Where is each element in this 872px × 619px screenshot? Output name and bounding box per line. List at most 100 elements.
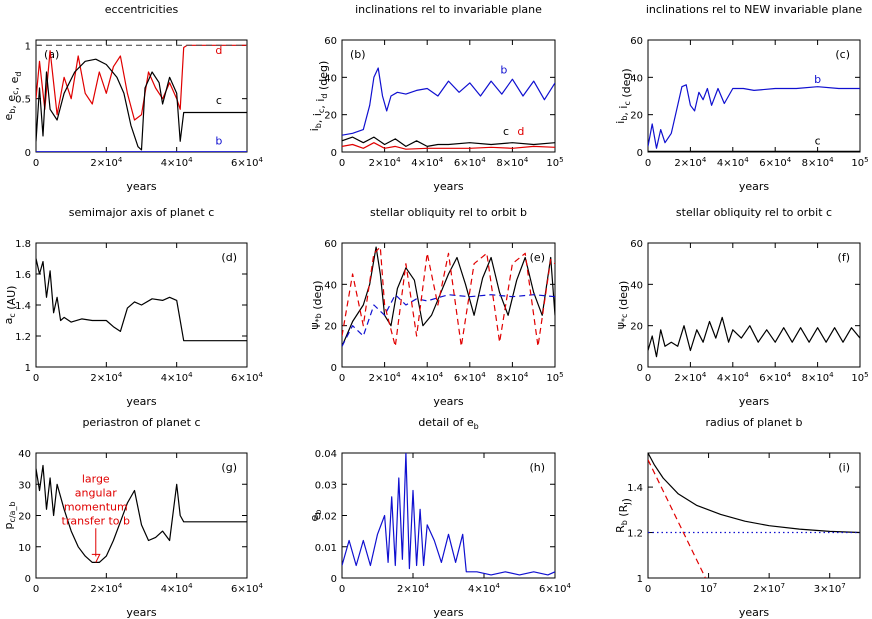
x-tick-label: 2×104	[369, 371, 401, 384]
x-tick-label: 2×104	[90, 156, 122, 169]
panel-title: stellar obliquity rel to orbit b	[370, 206, 527, 219]
panel-title: eccentricities	[105, 3, 179, 16]
y-tick-label: 0.02	[315, 512, 337, 523]
panel-d: 0 2×104 4×104 6×104 1 1.2 1.4 1.6 1.8 semimajor a…	[2, 206, 264, 408]
y-tick-label: 20	[630, 111, 643, 122]
x-tick-label: 8×104	[802, 156, 834, 169]
series-line-s1	[648, 459, 707, 578]
panel-frame	[647, 242, 861, 368]
series-line-c	[36, 58, 247, 151]
y-tick-label: 0.5	[15, 95, 31, 106]
x-axis-label: years	[126, 180, 157, 193]
series-group	[648, 453, 860, 578]
y-tick-label: 0	[25, 148, 31, 159]
y-tick-label: 20	[324, 322, 337, 333]
y-tick-label: 60	[324, 36, 337, 47]
series-line-b	[342, 67, 555, 136]
y-tick-label: 1.4	[627, 483, 643, 494]
x-tick-label: 2×104	[90, 371, 122, 384]
panel-title: semimajor axis of planet c	[69, 206, 215, 219]
series-group	[648, 84, 860, 152]
y-axis-label: eb, ec, ed	[2, 72, 23, 121]
series-group	[342, 453, 555, 576]
series-label: d	[215, 44, 222, 57]
panel-label: (c)	[835, 48, 850, 61]
x-tick-label: 107	[700, 582, 717, 595]
x-tick-label: 6×104	[539, 582, 571, 595]
series-line-s2	[342, 246, 555, 347]
y-tick-label: 1.4	[15, 301, 31, 312]
y-axis-label: ib, ic (deg)	[614, 68, 633, 123]
x-tick-label: 8×104	[496, 371, 528, 384]
x-tick-label: 2×104	[369, 156, 401, 169]
series-line-b	[648, 84, 860, 149]
x-tick-label: 2×104	[90, 582, 122, 595]
panel-label: (h)	[529, 461, 545, 474]
y-axis-label: ψ*b (deg)	[308, 280, 324, 329]
panel-frame	[341, 452, 556, 579]
series-line-s0	[648, 453, 860, 534]
series-line-s0	[36, 464, 247, 563]
panel-label: (e)	[530, 251, 545, 264]
y-tick-label: 0	[331, 363, 337, 374]
x-axis-label: years	[433, 606, 464, 619]
y-tick-label: 1.2	[15, 332, 31, 343]
x-tick-label: 0	[33, 158, 39, 169]
x-tick-label: 0	[339, 373, 345, 384]
y-tick-label: 1	[25, 41, 31, 52]
x-axis-label: years	[433, 180, 464, 193]
panel-label: (i)	[838, 461, 850, 474]
x-tick-label: 3×107	[814, 582, 846, 595]
panel-f: 0 2×104 4×104 6×104 8×104 105 0 20 40 60 stellar o…	[614, 206, 869, 408]
panel-frame	[341, 39, 556, 153]
series-line-d	[36, 44, 247, 121]
x-axis-label: years	[739, 395, 770, 408]
series-line-c	[342, 136, 555, 147]
y-tick-label: 40	[630, 280, 643, 291]
y-tick-label: 20	[630, 322, 643, 333]
series-group	[36, 44, 247, 152]
series-label: c	[815, 135, 821, 148]
y-tick-label: 10	[18, 543, 31, 554]
y-tick-label: 60	[324, 239, 337, 250]
x-tick-label: 6×104	[759, 371, 791, 384]
x-tick-label: 6×104	[231, 582, 263, 595]
x-tick-label: 6×104	[231, 156, 263, 169]
series-line-s0	[36, 258, 247, 342]
panel-frame	[647, 452, 861, 579]
y-tick-label: 20	[324, 111, 337, 122]
panel-h: 0 2×104 4×104 6×104 0 0.01 0.02 0.03 0.04 detail …	[308, 416, 572, 619]
y-tick-label: 1	[637, 574, 643, 585]
x-tick-label: 105	[851, 371, 868, 384]
y-tick-label: 0.03	[315, 480, 337, 491]
series-group	[342, 246, 555, 347]
series-group	[342, 67, 555, 150]
panel-frame	[647, 39, 861, 153]
panel-e: 0 2×104 4×104 6×104 8×104 105 0 20 40 60 stellar o…	[308, 206, 564, 408]
y-tick-label: 40	[18, 449, 31, 460]
x-axis-label: years	[126, 395, 157, 408]
y-tick-label: 0	[25, 574, 31, 585]
panel-c: 0 2×104 4×104 6×104 8×104 105 0 20 40 60 inclinati…	[614, 3, 869, 193]
y-axis-label: ψ*c (deg)	[614, 281, 630, 329]
x-tick-label: 2×107	[753, 582, 785, 595]
x-tick-label: 105	[546, 371, 563, 384]
y-tick-label: 0.04	[315, 449, 337, 460]
series-label: b	[500, 64, 507, 77]
series-label: d	[517, 125, 524, 138]
y-axis-label: eb	[308, 510, 323, 522]
panel-title: inclinations rel to invariable plane	[355, 3, 542, 16]
annotation-line: momentum	[64, 500, 128, 513]
y-tick-label: 60	[630, 239, 643, 250]
panel-label: (f)	[838, 251, 850, 264]
y-tick-label: 0.01	[315, 543, 337, 554]
x-tick-label: 2×104	[674, 371, 706, 384]
series-label: c	[216, 94, 222, 107]
panel-label: (a)	[44, 48, 59, 61]
x-axis-label: years	[126, 606, 157, 619]
x-tick-label: 4×104	[717, 371, 749, 384]
panel-label: (d)	[221, 251, 237, 264]
x-tick-label: 0	[645, 584, 651, 595]
series-line-s0	[648, 316, 860, 358]
x-tick-label: 0	[33, 373, 39, 384]
